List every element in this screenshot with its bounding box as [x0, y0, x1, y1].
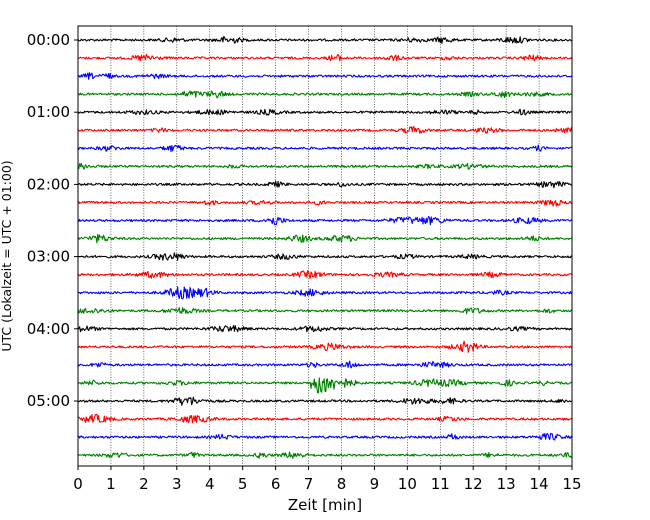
y-tick-label: 03:00: [27, 248, 70, 266]
y-tick-label: 02:00: [27, 175, 70, 193]
trace-0115: [77, 126, 573, 134]
x-tick-label: 8: [337, 475, 347, 493]
trace-0230: [77, 215, 573, 226]
trace-0500: [77, 396, 573, 406]
trace-0100: [77, 108, 573, 116]
x-tick-label: 14: [530, 475, 549, 493]
x-tick-label: 13: [497, 475, 516, 493]
trace-0445: [77, 377, 573, 394]
trace-0415: [77, 340, 573, 353]
x-tick-label: 3: [172, 475, 182, 493]
trace-0215: [77, 199, 573, 207]
y-tick-label: 01:00: [27, 103, 70, 121]
x-tick-label: 11: [431, 475, 450, 493]
trace-0515: [77, 413, 573, 424]
trace-0130: [77, 144, 573, 153]
x-tick-label: 10: [398, 475, 417, 493]
x-axis-label: Zeit [min]: [288, 496, 362, 514]
trace-0400: [77, 324, 573, 333]
trace-0015: [77, 53, 573, 62]
trace-0000: [77, 36, 573, 44]
y-axis: 00:00 01:00 02:00 03:00 04:00 05:00: [27, 31, 78, 410]
trace-0200: [77, 180, 573, 189]
x-tick-label: 12: [464, 475, 483, 493]
trace-0545: [77, 451, 573, 459]
x-tick-label: 1: [106, 475, 116, 493]
y-axis-label: UTC (Lokalzeit = UTC + 01:00): [0, 160, 14, 351]
trace-0330: [77, 286, 573, 300]
x-tick-label: 9: [370, 475, 380, 493]
trace-0345: [77, 307, 573, 315]
trace-0245: [77, 233, 573, 244]
trace-0530: [77, 432, 573, 441]
plot-frame: [77, 25, 573, 467]
x-tick-label: 0: [73, 475, 83, 493]
x-tick-label: 6: [271, 475, 281, 493]
trace-0430: [77, 360, 573, 369]
trace-0045: [77, 90, 573, 99]
x-tick-label: 7: [304, 475, 314, 493]
trace-0030: [77, 72, 573, 80]
y-tick-label: 00:00: [27, 31, 70, 49]
vertical-grid: [110, 26, 540, 466]
trace-layer: [77, 36, 573, 459]
x-tick-label: 4: [205, 475, 215, 493]
y-tick-label: 05:00: [27, 392, 70, 410]
trace-0300: [77, 252, 573, 261]
y-tick-label: 04:00: [27, 320, 70, 338]
x-tick-label: 2: [139, 475, 149, 493]
x-axis: 0 1 2 3 4 5 6 7 8 9 10 11 12 13 14 15: [73, 466, 582, 493]
x-tick-label: 5: [238, 475, 248, 493]
trace-0145: [77, 162, 573, 170]
trace-0315: [77, 270, 573, 279]
x-tick-label: 15: [562, 475, 581, 493]
